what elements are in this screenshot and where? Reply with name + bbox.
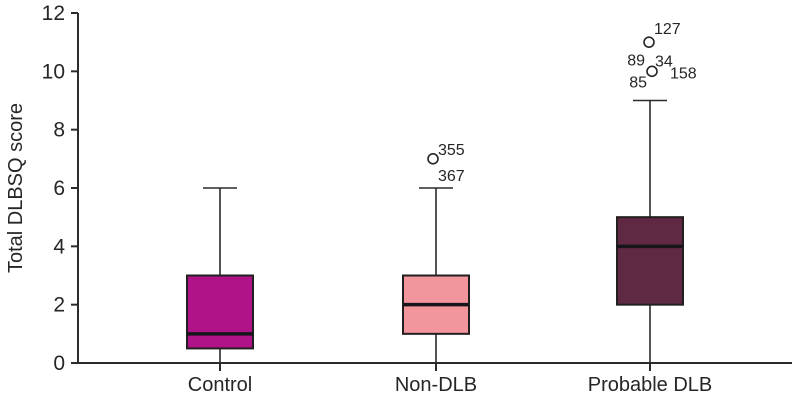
outlier-label: 85 (629, 74, 647, 91)
outlier-label: 367 (438, 168, 465, 185)
box-control (186, 274, 254, 350)
category-label: Control (188, 374, 252, 396)
outlier-label: 89 (627, 52, 645, 69)
y-tick-label: 4 (53, 235, 65, 258)
category-label: Probable DLB (588, 374, 713, 396)
y-tick-label: 10 (42, 60, 65, 83)
y-tick-label: 6 (53, 177, 65, 200)
outlier-label: 34 (655, 53, 673, 70)
box-probable-dlb (616, 216, 684, 306)
outlier-label: 158 (670, 65, 697, 82)
outlier-label: 355 (438, 142, 465, 159)
y-tick-label: 2 (53, 294, 65, 317)
outlier-point (643, 36, 655, 48)
y-tick-label: 8 (53, 119, 65, 142)
outlier-label: 127 (654, 21, 681, 38)
y-axis-title: Total DLBSQ score (5, 103, 27, 273)
category-label: Non-DLB (395, 374, 477, 396)
outlier-point (646, 65, 658, 78)
y-tick-label: 0 (53, 352, 65, 375)
y-tick-label: 12 (42, 2, 65, 25)
outlier-point (427, 153, 439, 165)
